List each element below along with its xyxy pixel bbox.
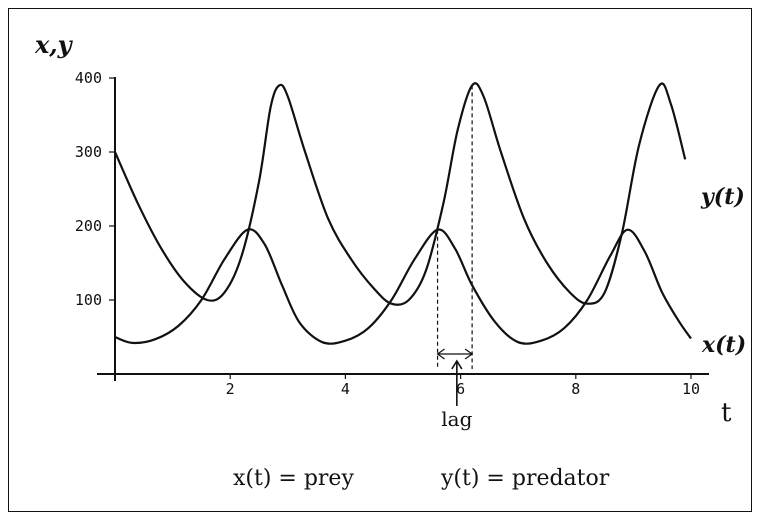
chart-frame: x,y t 100 200 300 400 2 4 6 8 10 lag y(t) x(t) … [8, 8, 752, 512]
x-tick-label: 10 [682, 380, 700, 398]
lag-label: lag [441, 407, 472, 431]
y-tick-label: 400 [75, 69, 102, 87]
caption-prey: x(t) = prey [233, 466, 354, 491]
series-line-y [113, 82, 687, 306]
lag-pointer-head [451, 359, 463, 370]
lag-arrowhead-left [436, 348, 445, 360]
series-label-x: x(t) [701, 332, 746, 358]
x-axis-title: t [721, 398, 732, 428]
series-label-y: y(t) [700, 184, 745, 210]
x-tick-label: 6 [456, 380, 465, 398]
x-tick-label: 4 [341, 380, 350, 398]
lag-arrowhead-right [464, 348, 474, 360]
series-line-x [114, 228, 692, 345]
y-tick-label: 300 [75, 143, 102, 161]
predator-prey-chart: x,y t 100 200 300 400 2 4 6 8 10 lag y(t) x(t) … [34, 30, 746, 491]
y-axis-title: x,y [34, 30, 74, 59]
y-tick-label: 200 [75, 217, 102, 235]
x-tick-label: 8 [571, 380, 580, 398]
x-tick-label: 2 [226, 380, 235, 398]
caption-predator: y(t) = predator [440, 466, 610, 491]
y-tick-label: 100 [75, 291, 102, 309]
